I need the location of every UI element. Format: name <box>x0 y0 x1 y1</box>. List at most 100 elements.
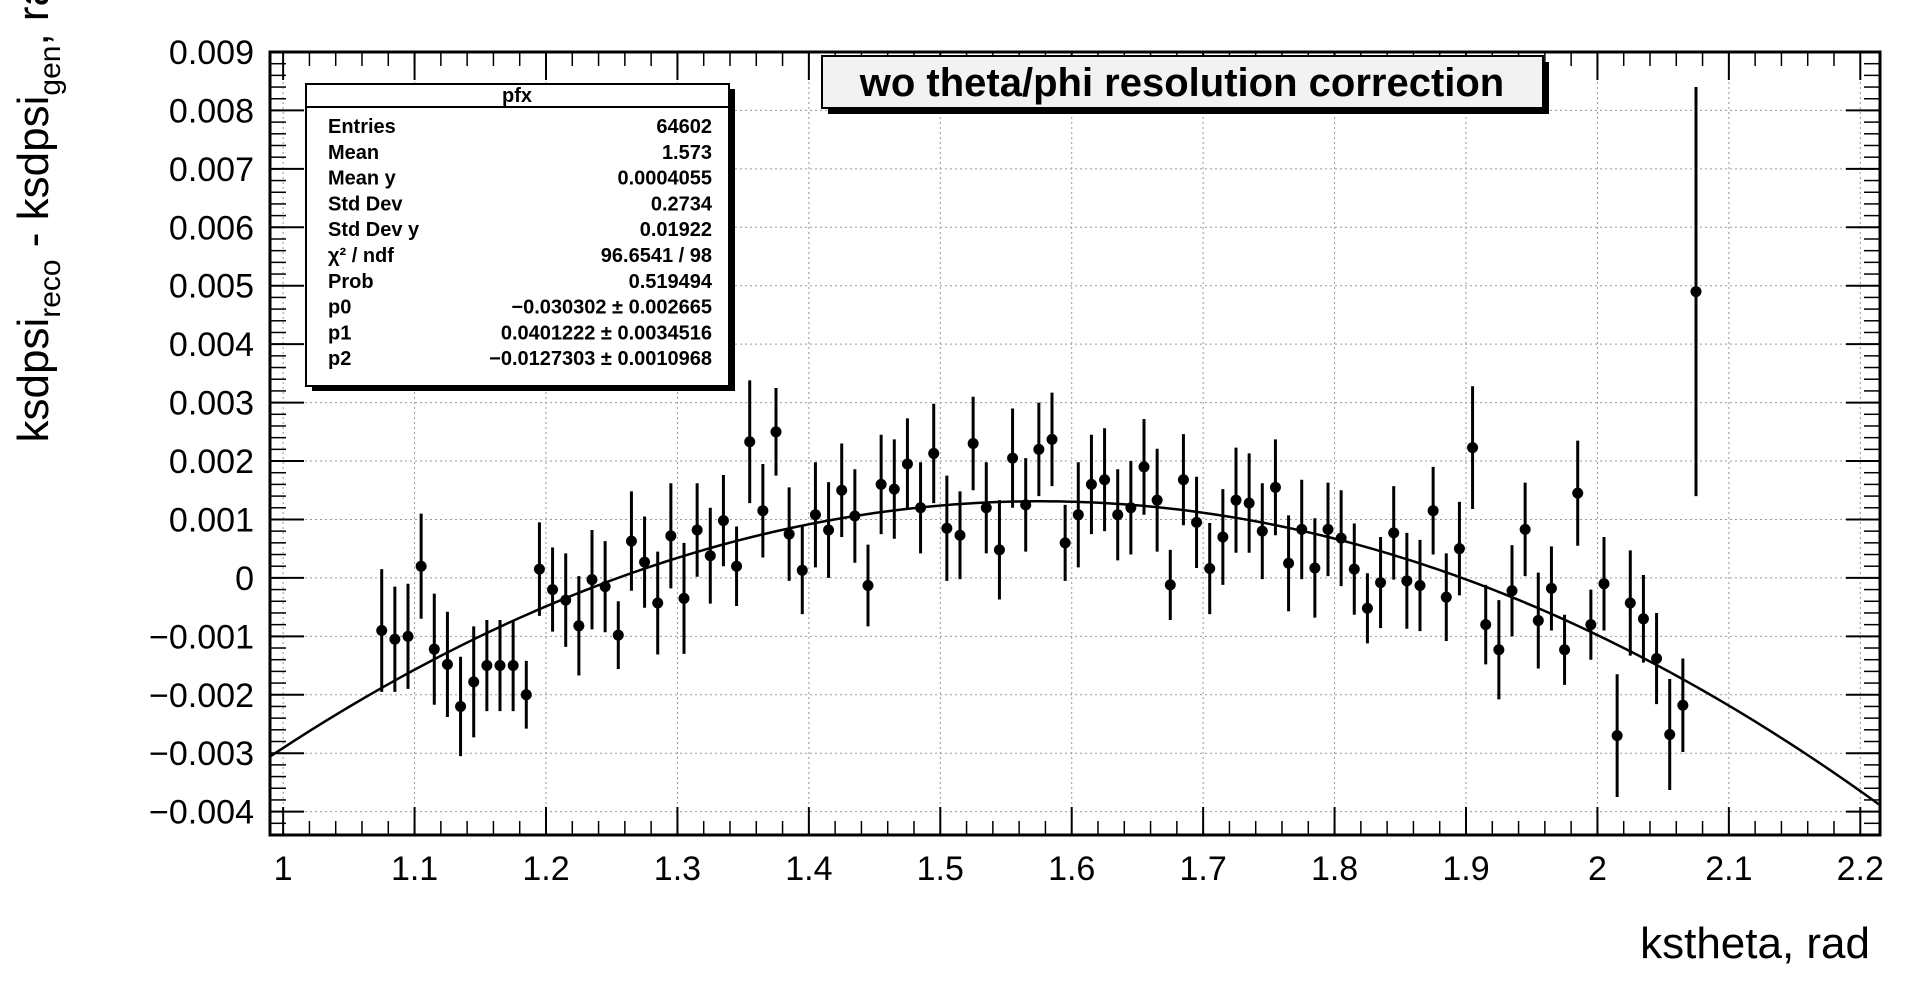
y-tick-label: 0.004 <box>169 326 254 364</box>
y-tick-label: 0.008 <box>169 92 254 130</box>
data-point <box>1217 531 1229 543</box>
data-point <box>625 535 637 547</box>
data-point <box>1125 502 1137 514</box>
data-point <box>783 528 795 540</box>
data-point <box>1506 585 1518 597</box>
stats-row-label: χ² / ndf <box>328 245 394 267</box>
data-point <box>1388 527 1400 539</box>
stats-row-label: Std Dev <box>328 193 403 215</box>
data-point <box>1637 613 1649 625</box>
stats-row-label: p2 <box>328 348 351 370</box>
data-point <box>1072 509 1084 521</box>
data-point <box>744 436 756 448</box>
data-point <box>1361 602 1373 614</box>
x-tick-label: 1.9 <box>1442 850 1489 888</box>
x-tick-label: 1.8 <box>1311 850 1358 888</box>
data-point <box>836 484 848 496</box>
stats-row-value: 64602 <box>656 116 712 138</box>
data-point <box>1256 525 1268 537</box>
x-tick-label: 2.1 <box>1705 850 1752 888</box>
y-axis-title: ksdpsireco - ksdpsigen, rad <box>9 0 67 443</box>
data-point <box>954 529 966 541</box>
data-point <box>389 633 401 645</box>
data-point <box>1033 443 1045 455</box>
data-point <box>967 438 979 449</box>
x-tick-label: 1.3 <box>654 850 701 888</box>
y-tick-label: 0.005 <box>169 268 254 306</box>
x-tick-label: 2 <box>1588 850 1607 888</box>
x-tick-label: 1.6 <box>1048 850 1095 888</box>
data-point <box>533 563 545 575</box>
data-points <box>376 87 1702 798</box>
data-point <box>691 524 703 536</box>
x-tick-label: 1.7 <box>1180 850 1227 888</box>
data-point <box>941 522 953 534</box>
data-point <box>1598 578 1610 590</box>
data-point <box>1664 728 1676 740</box>
data-point <box>481 660 493 672</box>
data-point <box>1046 433 1058 445</box>
data-point <box>1204 563 1216 575</box>
stats-row-label: p1 <box>328 322 351 344</box>
data-point <box>573 620 585 632</box>
data-point <box>1493 644 1505 656</box>
data-point <box>1585 619 1597 631</box>
data-point <box>1651 653 1663 665</box>
data-point <box>731 560 743 572</box>
data-point <box>1401 575 1413 587</box>
data-point <box>402 630 414 642</box>
y-tick-label: 0 <box>235 560 254 598</box>
data-point <box>1519 523 1531 535</box>
y-tick-labels: −0.004 −0.003 −0.002 −0.001 0 0.001 0.002 0.003… <box>149 34 254 832</box>
data-point <box>639 556 651 568</box>
data-point <box>1112 509 1124 521</box>
x-tick-label: 2.2 <box>1837 850 1884 888</box>
stats-row-value: 0.0004055 <box>617 168 712 190</box>
y-tick-label: −0.001 <box>149 618 254 656</box>
data-point <box>1164 579 1176 591</box>
data-point <box>1414 579 1426 591</box>
y-axis-title-mid: - ksdpsi <box>9 96 58 260</box>
data-point <box>1453 543 1465 555</box>
stats-row-label: Prob <box>328 271 374 293</box>
data-point <box>717 515 729 527</box>
data-point <box>1085 478 1097 490</box>
y-tick-label: 0.003 <box>169 385 254 423</box>
x-tick-label: 1.1 <box>391 850 438 888</box>
stats-row-value: 1.573 <box>662 142 712 164</box>
data-point <box>888 483 900 495</box>
y-tick-label: −0.003 <box>149 735 254 773</box>
y-tick-label: 0.002 <box>169 443 254 481</box>
data-point <box>928 447 940 459</box>
stats-row-label: Mean y <box>328 168 397 190</box>
data-point <box>862 579 874 591</box>
data-point <box>915 502 927 514</box>
x-tick-label: 1.5 <box>917 850 964 888</box>
data-point <box>415 560 427 572</box>
data-point <box>678 592 690 604</box>
data-point <box>875 478 887 490</box>
data-point <box>1309 562 1321 574</box>
data-point <box>1427 505 1439 517</box>
data-point <box>1624 597 1636 609</box>
data-point <box>1480 619 1492 631</box>
data-point <box>1532 615 1544 627</box>
data-point <box>1335 532 1347 544</box>
y-axis-title-main: ksdpsi <box>9 318 58 443</box>
data-point <box>455 700 467 712</box>
y-tick-label: −0.004 <box>149 794 254 832</box>
data-point <box>849 510 861 522</box>
y-tick-label: 0.001 <box>169 501 254 539</box>
data-point <box>1545 582 1557 594</box>
data-point <box>560 594 572 606</box>
data-point <box>586 574 598 586</box>
data-point <box>1007 452 1019 464</box>
y-tick-label: 0.006 <box>169 209 254 247</box>
y-axis-title-sub2: gen <box>34 46 67 96</box>
fit-curve <box>269 500 1881 807</box>
data-point <box>1322 523 1334 535</box>
stats-row-value: −0.030302 ± 0.002665 <box>511 297 712 319</box>
plot-frame <box>268 50 1882 837</box>
data-point <box>1572 487 1584 499</box>
stats-row-value: 96.6541 / 98 <box>601 245 712 267</box>
